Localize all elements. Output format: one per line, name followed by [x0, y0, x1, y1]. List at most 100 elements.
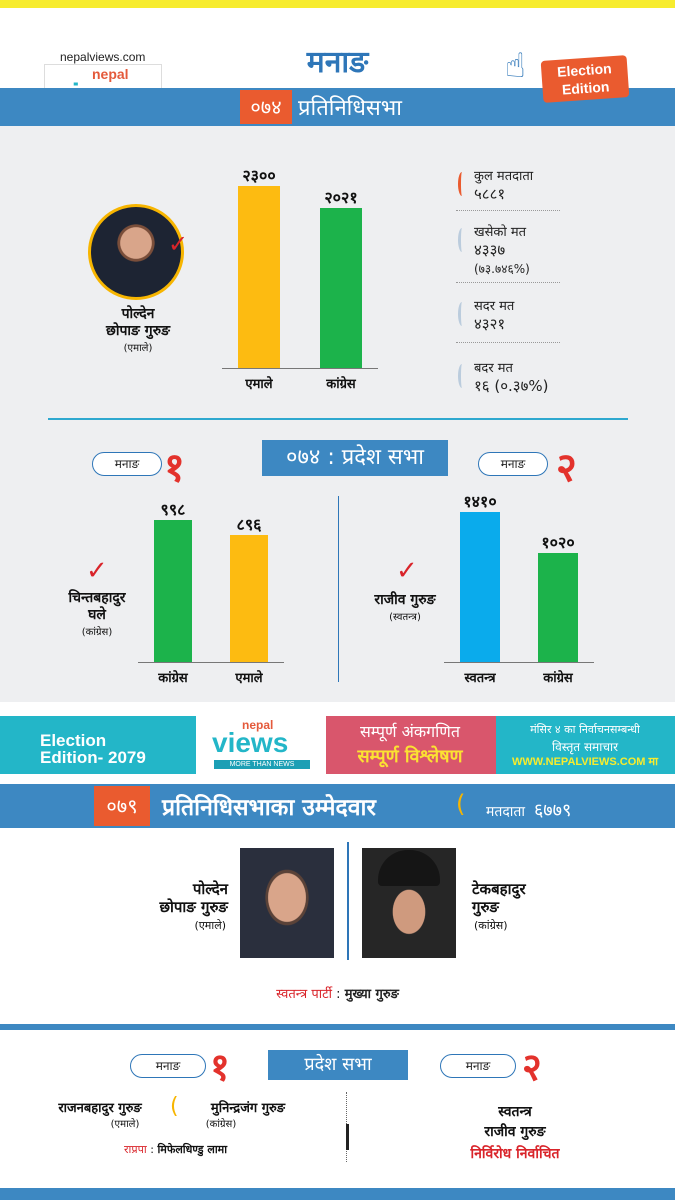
bar-value-label: ९९८ [160, 500, 186, 519]
candidates-title: प्रतिनिधिसभाका उम्मेदवार [162, 795, 376, 821]
stat-bracket-icon [458, 364, 466, 388]
constituency-number: १ [164, 445, 185, 491]
solid-divider-mark [346, 1124, 349, 1150]
banner-logo-nepal: nepal [242, 718, 274, 732]
winner-name-line1: राजीव गुरुङ [374, 592, 436, 608]
site-url[interactable]: nepalviews.com [60, 50, 146, 64]
check-icon: ✓ [168, 230, 189, 258]
district-title: मनाङ [306, 45, 369, 80]
banner-pink-line1: सम्पूर्ण अंकगणित [359, 722, 460, 741]
section-separator [0, 1024, 675, 1030]
pradesh-2074-title: ०७४ : प्रदेश सभा [262, 440, 448, 476]
bar-0 [238, 186, 280, 368]
rpp-name: मिफेलधिण्डु लामा [157, 1143, 228, 1156]
p2-unopposed: निर्विरोध निर्वाचित [470, 1146, 560, 1162]
stat-bracket-icon [458, 228, 466, 252]
independent-label: स्वतन्त्र पार्टी [276, 987, 333, 1002]
candidate-left: पोल्देन छोपाङ गुरुङ [118, 880, 228, 916]
independent-name: मुख्या गुरुङ [344, 987, 399, 1002]
divider-bracket-icon: ( [170, 1094, 179, 1119]
banner-right-line1: मंसिर ४ का निर्वाचनसम्बन्धी [530, 723, 640, 736]
bar-value-label: २३०० [242, 166, 276, 185]
pradesh2-winner: राजीव गुरुङ (स्वतन्त्र) [360, 592, 450, 623]
section-divider [48, 418, 628, 420]
candidate-left-party: (एमाले) [194, 919, 226, 932]
independent-candidate: स्वतन्त्र पार्टी : मुख्या गुरुङ [0, 984, 675, 1002]
banner-edition-text: Election Edition- 2079 [40, 732, 146, 766]
stat-bracket-icon [458, 172, 466, 196]
stat-total-voters-value: ५८८१ [474, 185, 506, 203]
bar-0 [460, 512, 500, 662]
independent-sep: : [336, 987, 341, 1002]
banner-pink-area [326, 716, 496, 774]
constituency-pill: मनाङ [440, 1054, 516, 1078]
stat-cast-percent: (७३.७४६%) [474, 262, 530, 276]
banner-website-link[interactable]: WWW.NEPALVIEWS.COM मा [512, 756, 658, 768]
voting-hand-icon: ☝ [505, 46, 526, 86]
constituency-number: २ [556, 445, 577, 491]
stat-valid-label: सदर मत [474, 299, 515, 314]
stat-valid-value: ४३२१ [474, 315, 506, 333]
candidate-left-line1: पोल्देन [192, 880, 228, 898]
banner-right-line2: विस्तृत समाचार [552, 740, 618, 754]
divider-bracket-icon: ( [456, 790, 466, 818]
column-divider [338, 496, 339, 682]
candidate-right-party: (कांग्रेस) [474, 919, 508, 932]
bar-category-label: स्वतन्त्र [464, 671, 496, 686]
chart-baseline [444, 662, 594, 663]
candidate-right-line2: गुरुङ [472, 898, 499, 916]
winner-name-line2: छोपाङ गुरुङ [106, 323, 170, 339]
bar-value-label: १४१० [463, 492, 497, 511]
winner-name-line2: घले [88, 607, 106, 623]
pradesh1-bar-chart: ९९८ कांग्रेस ८९६ एमाले [138, 500, 284, 686]
stat-total-voters-label: कुल मतदाता [474, 169, 534, 184]
constituency-pill: मनाङ [92, 452, 162, 476]
stat-invalid-label: बदर मत [474, 361, 513, 376]
stat-divider [456, 210, 560, 211]
banner-edition-line2: Edition- 2079 [40, 748, 146, 767]
stat-cast-label: खसेको मत [474, 225, 527, 240]
footer-band [0, 1188, 675, 1200]
winner-party: (एमाले) [123, 343, 153, 354]
voters-value: ६७७९ [533, 800, 572, 821]
stat-invalid-value: १६ (०.३७%) [474, 377, 549, 395]
banner-edition-line1: Election [40, 731, 107, 750]
winner-party: (स्वतन्त्र) [389, 612, 421, 623]
stat-cast-value: ४३३७ [474, 241, 506, 259]
candidate-right: टेकबहादुर गुरुङ [472, 880, 582, 916]
p2-name: राजीव गुरुङ [484, 1124, 546, 1140]
pradesh-2079-title: प्रदेश सभा [268, 1050, 408, 1080]
chart-baseline [222, 368, 378, 369]
bar-category-label: एमाले [235, 671, 263, 686]
p1-candidate-a-party: (एमाले) [110, 1119, 140, 1130]
banner-right-area [496, 716, 675, 774]
rpp-label: राप्रपा [124, 1143, 147, 1156]
winner-party: (कांग्रेस) [81, 627, 113, 638]
logo-nepal-text: nepal [92, 66, 129, 82]
bar-1 [320, 208, 362, 368]
candidate-left-line2: छोपाङ गुरुङ [159, 898, 228, 916]
rpp-candidate: राप्रपा : मिफेलधिण्डु लामा [124, 1142, 227, 1157]
bar-value-label: १०२० [541, 533, 575, 552]
check-icon: ✓ [86, 556, 108, 586]
federal-bar-chart: २३०० एमाले २०२१ कांग्रेस [0, 0, 675, 420]
p2-party: स्वतन्त्र [498, 1104, 532, 1120]
bar-category-label: कांग्रेस [158, 671, 188, 686]
candidate-right-line1: टेकबहादुर [472, 880, 526, 898]
bar-category-label: एमाले [245, 377, 273, 392]
constituency-pill: मनाङ [130, 1054, 206, 1078]
pradesh2-bar-chart: १४१० स्वतन्त्र १०२० कांग्रेस [444, 492, 594, 686]
federal-winner: पोल्देन छोपाङ गुरुङ (एमाले) [68, 306, 208, 354]
banner-pink-line2: सम्पूर्ण विश्लेषण [357, 746, 463, 767]
stat-divider [456, 342, 560, 343]
winner-name-line1: पोल्देन [121, 306, 155, 322]
p1-candidate-b-name: मुनिन्द्रजंग गुरुङ [210, 1101, 286, 1116]
bar-1 [538, 553, 578, 662]
bar-1 [230, 535, 268, 662]
winner-avatar [88, 204, 184, 300]
candidate-photo-uml [240, 848, 334, 958]
bar-category-label: कांग्रेस [543, 671, 573, 686]
p1-candidate-b-party: (कांग्रेस) [205, 1119, 237, 1130]
p1-candidate-a-name: राजनबहादुर गुरुङ [58, 1101, 142, 1116]
winner-name-line1: चिन्तबहादुर [68, 590, 126, 606]
